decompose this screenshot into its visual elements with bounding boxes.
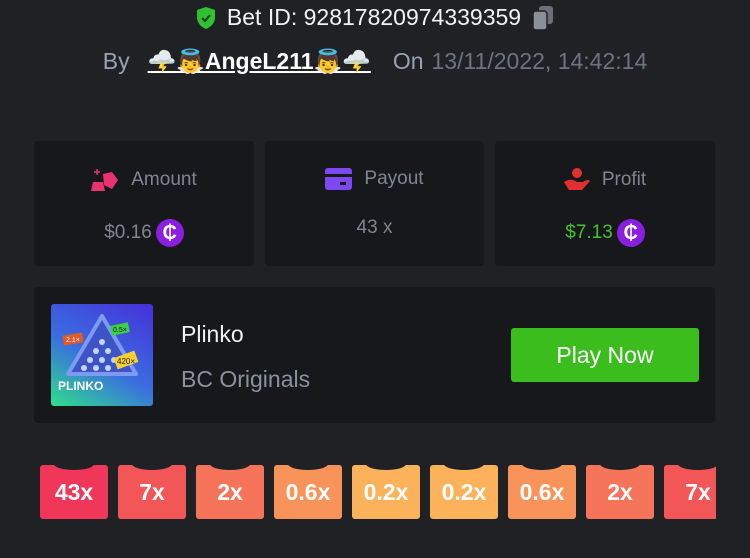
multiplier-slot: 43x bbox=[40, 465, 108, 519]
user-link[interactable]: 🌩️👼AngeL211👼🌩️ bbox=[147, 48, 371, 74]
bet-date: 13/11/2022, 14:42:14 bbox=[431, 48, 648, 74]
game-name[interactable]: Plinko bbox=[181, 321, 244, 347]
wallet-icon bbox=[325, 168, 353, 190]
multiplier-slot: 2x bbox=[196, 465, 264, 519]
coin-icon: ₵ bbox=[155, 219, 184, 247]
amount-label: Amount bbox=[131, 169, 197, 190]
multiplier-slot: 7x bbox=[664, 465, 716, 519]
profit-hand-icon bbox=[563, 168, 590, 190]
multiplier-slot: 0.6x bbox=[508, 465, 576, 519]
plinko-thumbnail[interactable]: 2.1× 0.5× 420× PLINKO bbox=[51, 304, 153, 406]
plinko-pyramid-icon: 2.1× 0.5× 420× PLINKO bbox=[58, 314, 139, 393]
payout-value: 43 x bbox=[356, 217, 393, 238]
bet-id: Bet ID: 92817820974339359 bbox=[226, 4, 522, 30]
multiplier-row: 43x 7x 2x 0.6x 0.2x 0.2x 0.6x 2x 7x bbox=[40, 465, 716, 520]
on-label: On bbox=[392, 48, 424, 74]
multiplier-slot: 0.2x bbox=[352, 465, 420, 519]
payout-card: Payout 43 x bbox=[265, 141, 484, 266]
amount-value: $0.16 bbox=[104, 222, 152, 243]
amount-card: Amount $0.16 ₵ bbox=[34, 141, 254, 266]
by-label: By bbox=[102, 48, 130, 74]
amount-icon bbox=[91, 169, 119, 191]
profit-card: Profit $7.13 ₵ bbox=[495, 141, 715, 266]
coin-icon: ₵ bbox=[616, 219, 645, 247]
multiplier-slot: 2x bbox=[586, 465, 654, 519]
multiplier-slot: 0.2x bbox=[430, 465, 498, 519]
thumb-title: PLINKO bbox=[58, 379, 103, 393]
multiplier-slot: 0.6x bbox=[274, 465, 342, 519]
thumb-tag: 420× bbox=[117, 357, 135, 366]
multiplier-slot: 7x bbox=[118, 465, 186, 519]
game-provider: BC Originals bbox=[181, 366, 311, 392]
thumb-tag: 2.1× bbox=[66, 337, 80, 344]
profit-label: Profit bbox=[601, 169, 647, 190]
bet-meta-row: By 🌩️👼AngeL211👼🌩️ On 13/11/2022, 14:42:1… bbox=[0, 48, 750, 75]
thumb-tag: 0.5× bbox=[113, 327, 127, 334]
bet-id-row: Bet ID: 92817820974339359 bbox=[0, 4, 750, 31]
copy-icon[interactable] bbox=[531, 5, 555, 31]
profit-value: $7.13 bbox=[565, 222, 613, 243]
verified-shield-icon bbox=[196, 6, 215, 29]
play-now-button[interactable]: Play Now bbox=[511, 328, 699, 382]
payout-label: Payout bbox=[364, 168, 424, 189]
game-card: 2.1× 0.5× 420× PLINKO Plinko BC Original… bbox=[34, 287, 715, 423]
